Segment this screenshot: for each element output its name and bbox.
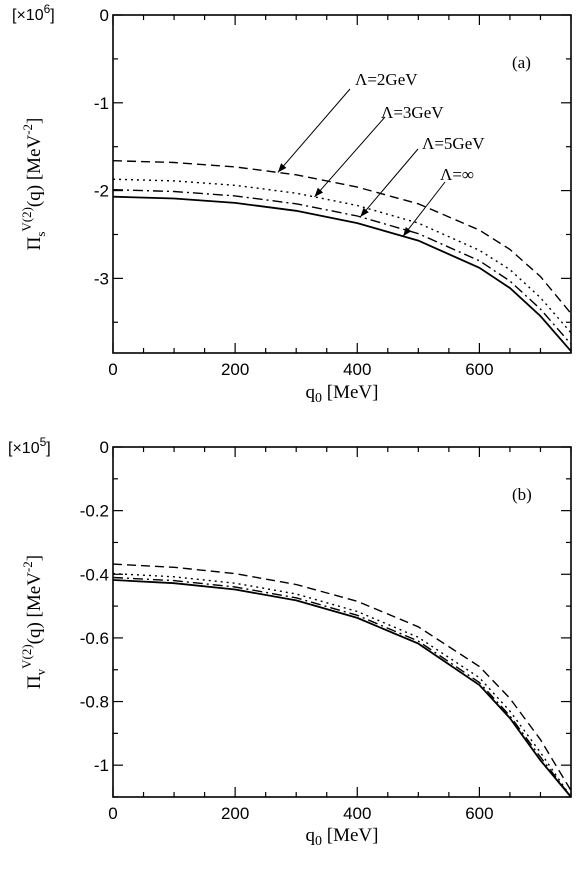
y-tick-label: -0.4 <box>80 565 109 584</box>
y-label-sup: V(2) <box>19 644 34 669</box>
y-label-sub: v <box>33 668 48 675</box>
panel-label: (b) <box>512 485 532 504</box>
x-axis-label-sub: 0 <box>315 391 322 406</box>
y-label-close: ] <box>24 555 45 561</box>
plot-frame <box>112 446 572 798</box>
x-axis-label: q0 [MeV] <box>306 382 379 406</box>
x-tick-label: 0 <box>108 360 117 379</box>
panel-label: (a) <box>512 53 531 72</box>
y-tick-label: -3 <box>94 269 109 288</box>
annotation-label: Λ=∞ <box>440 165 474 184</box>
annotation-label: Λ=5GeV <box>422 134 485 153</box>
plot-frame <box>112 14 572 354</box>
y-label-sub: s <box>33 232 48 237</box>
scale-factor-label: [×106] <box>12 2 55 24</box>
annotation-arrowhead <box>403 227 412 237</box>
series-line-solid <box>112 579 572 798</box>
x-axis-label-unit: [MeV] <box>322 825 378 846</box>
scale-prefix: [×10 <box>12 7 44 24</box>
series-line-dashed <box>112 563 572 791</box>
annotation-arrowhead <box>360 207 369 217</box>
x-tick-label: 400 <box>343 804 371 823</box>
scale-suffix: ] <box>50 7 54 24</box>
y-axis-label: ΠvV(2)(q) [MeV-2] <box>19 555 48 689</box>
y-label-close: ] <box>24 118 45 124</box>
y-tick-label: 0 <box>100 438 109 457</box>
scale-exponent: 6 <box>44 2 51 16</box>
scale-prefix: [×10 <box>8 440 40 457</box>
x-axis-label-sub: 0 <box>315 834 322 849</box>
y-label-exp: -2 <box>20 561 35 572</box>
x-axis-label-main: q <box>306 825 316 846</box>
y-tick-label: 0 <box>100 6 109 25</box>
annotation-arrow <box>277 88 351 173</box>
panel-b: 0 200 400 6000-0.2-0.4-0.6-0.8-1(b)[×105]q0… <box>8 435 572 849</box>
series-line-dashed <box>112 160 572 314</box>
annotation-arrowhead <box>314 187 324 197</box>
x-tick-label: 0 <box>108 804 117 823</box>
series-line-dotted <box>112 178 572 334</box>
series-line-solid <box>112 195 572 352</box>
series-line-dash-dot <box>112 189 572 345</box>
annotation-arrowhead <box>277 163 287 173</box>
annotation-label: Λ=3GeV <box>381 103 444 122</box>
annotation-arrow <box>359 148 419 218</box>
scale-factor-label: [×105] <box>8 435 51 457</box>
y-label-arg: (q) [MeV <box>24 572 45 645</box>
y-label-base: Π <box>24 675 45 689</box>
y-label-sup: V(2) <box>19 207 34 232</box>
y-axis-label: ΠsV(2)(q) [MeV-2] <box>19 118 48 251</box>
series-line-dotted <box>112 572 572 798</box>
y-tick-label: -0.6 <box>80 629 109 648</box>
y-label-base: Π <box>24 236 45 250</box>
y-tick-label: -1 <box>94 756 109 775</box>
y-tick-label: -0.8 <box>80 693 109 712</box>
y-tick-label: -2 <box>94 182 109 201</box>
x-tick-label: 400 <box>343 360 371 379</box>
y-tick-label: -0.2 <box>80 502 109 521</box>
y-tick-label: -1 <box>94 94 109 113</box>
x-axis-label-unit: [MeV] <box>322 382 378 403</box>
x-tick-label: 600 <box>465 360 493 379</box>
annotation-arrow <box>402 181 446 237</box>
y-label-arg: (q) [MeV <box>24 134 45 207</box>
x-tick-label: 200 <box>221 360 249 379</box>
y-label-exp: -2 <box>20 124 35 135</box>
x-axis-label-main: q <box>306 382 316 403</box>
x-tick-label: 200 <box>221 804 249 823</box>
x-axis-label: q0 [MeV] <box>306 825 379 849</box>
series-line-dash-dot <box>112 576 572 798</box>
scale-suffix: ] <box>46 440 50 457</box>
annotation-label: Λ=2GeV <box>355 70 418 89</box>
scale-exponent: 5 <box>40 435 47 449</box>
x-tick-label: 600 <box>465 804 493 823</box>
annotation-arrow <box>314 116 386 198</box>
